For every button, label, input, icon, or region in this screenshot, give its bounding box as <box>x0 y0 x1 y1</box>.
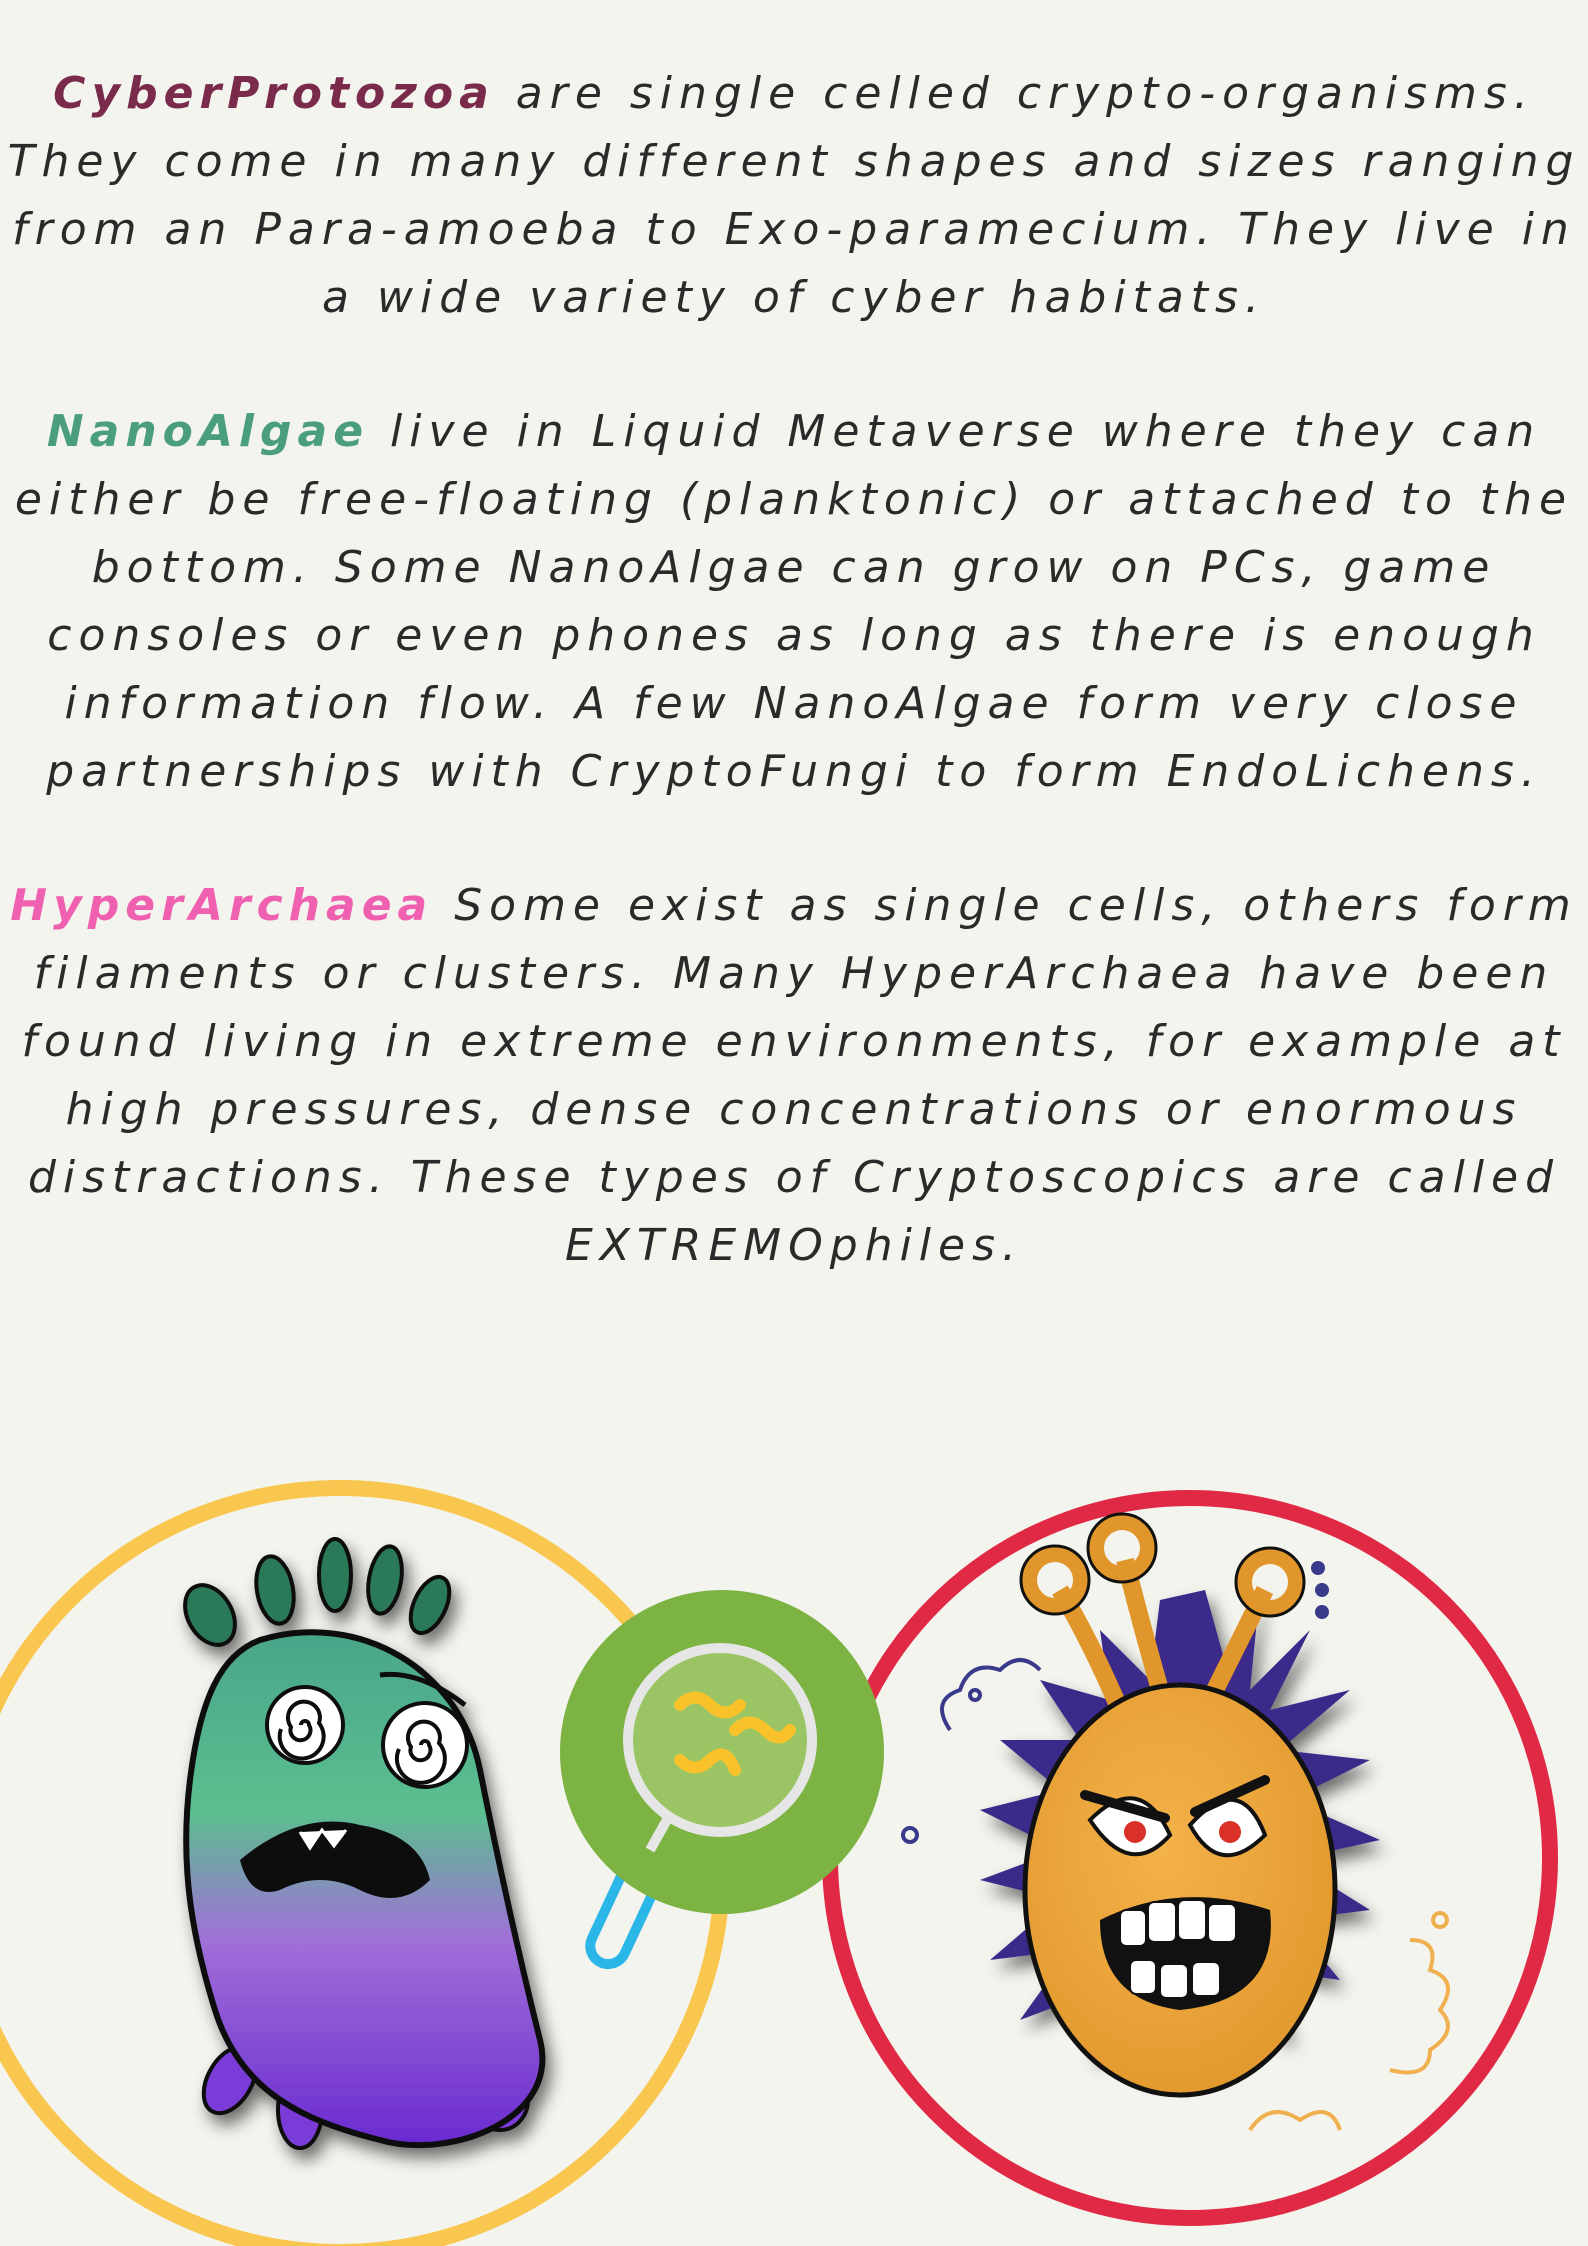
illustration-svg <box>0 1480 1558 2246</box>
illustration-area <box>0 1440 1588 2246</box>
dizzy-microbe-icon <box>183 1537 546 2150</box>
paragraph-cyberprotozoa-text: are single celled crypto-organisms. They… <box>7 68 1581 323</box>
text-section: CyberProtozoa are single celled crypto-o… <box>0 60 1588 1346</box>
term-hyperarchaea: HyperArchaea <box>10 880 434 931</box>
paragraph-cyberprotozoa: CyberProtozoa are single celled crypto-o… <box>0 60 1588 332</box>
paragraph-hyperarchaea: HyperArchaea Some exist as single cells,… <box>0 872 1588 1280</box>
paragraph-nanoalgae: NanoAlgae live in Liquid Metaverse where… <box>0 398 1588 806</box>
paragraph-hyperarchaea-text: Some exist as single cells, others form … <box>21 880 1578 1271</box>
term-nanoalgae: NanoAlgae <box>46 406 370 457</box>
angry-microbe-icon <box>901 1512 1450 2132</box>
paragraph-nanoalgae-text: live in Liquid Metaverse where they can … <box>14 406 1574 797</box>
magnifying-glass-icon <box>560 1590 884 1970</box>
term-cyberprotozoa: CyberProtozoa <box>53 68 495 119</box>
